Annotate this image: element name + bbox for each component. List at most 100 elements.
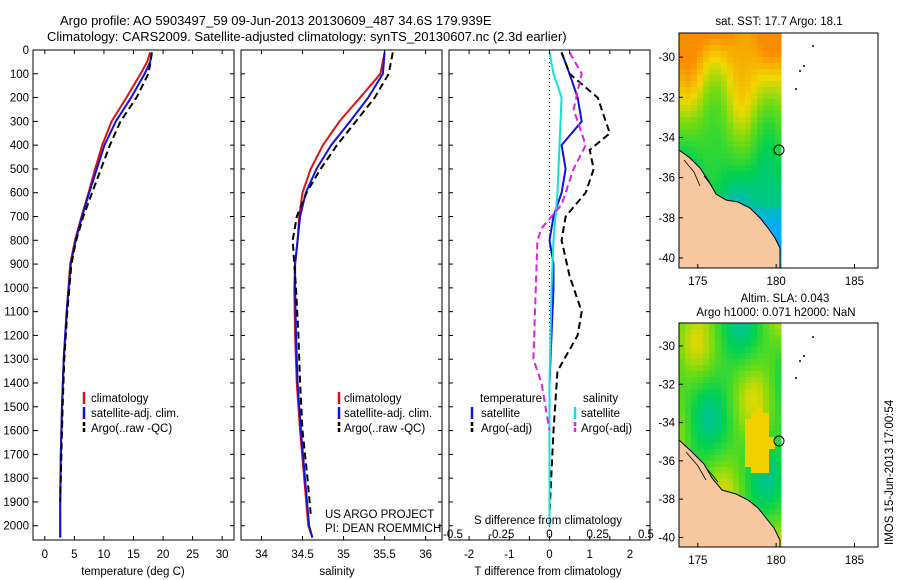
map-cell [763,365,770,372]
map-cell [769,177,776,184]
map-cell [751,129,758,136]
map-cell [739,425,746,432]
map-cell [691,419,698,426]
lat-tick-label: -32 [658,92,675,104]
map-cell [697,129,704,136]
map-cell [739,123,746,130]
map-cell [775,395,782,402]
map-cell [739,81,746,88]
map-cell [733,329,740,336]
map-cell [733,75,740,82]
map-cell [763,75,770,82]
map-cell [763,219,770,226]
map-cell [721,383,728,390]
map-cell [679,407,686,414]
map-cell [691,335,698,342]
map-cell [721,347,728,354]
depth-tick-label: 200 [10,93,29,105]
map-cell [727,75,734,82]
map-cell [691,377,698,384]
map-cell [703,389,710,396]
map-cell [721,105,728,112]
map-cell [697,159,704,166]
map-cell [733,159,740,166]
difference-xlabel: T difference from climatology [474,566,621,578]
map-cell [709,69,716,76]
map-cell [775,69,782,76]
map-cell [775,123,782,130]
x-tick-label: 30 [216,549,229,561]
map-cell [685,371,692,378]
map-cell [721,153,728,160]
map-cell [745,165,752,172]
map-cell [739,443,746,450]
map-cell [685,443,692,450]
map-cell [739,87,746,94]
depth-tick-label: 500 [10,164,29,176]
argo-float-marker [773,435,785,447]
map-cell [715,419,722,426]
map-cell [769,383,776,390]
map-cell [757,329,764,336]
map-cell [733,449,740,456]
map-cell [733,401,740,408]
map-cell [763,503,770,510]
map-cell [769,443,776,450]
map-cell [745,389,752,396]
map-cell [715,455,722,462]
map-cell [691,407,698,414]
map-cell [691,413,698,420]
map-cell [751,407,758,414]
map-cell [703,117,710,124]
x-tick-label: 36 [419,549,432,561]
map-cell [751,401,758,408]
sst-map [679,33,878,268]
map-cell [733,425,740,432]
map-cell [769,99,776,106]
map-cell [697,383,704,390]
map-cell [721,33,728,40]
map-cell [739,177,746,184]
map-cell [727,425,734,432]
map-cell [697,123,704,130]
map-cell [697,431,704,438]
legend-label-climatology: climatology [91,393,149,405]
map-cell [685,87,692,94]
map-cell [739,117,746,124]
map-cell [679,129,686,136]
map-cell [721,39,728,46]
map-cell [679,395,686,402]
map-cell [751,413,758,420]
map-cell [769,147,776,154]
sla-map-title: Altim. SLA: 0.043 [741,293,830,305]
map-cell [715,371,722,378]
series-line-satellite-adj-clim- [294,52,386,538]
map-cell [727,365,734,372]
map-cell [745,159,752,166]
map-cell [775,33,782,40]
map-cell [679,69,686,76]
map-cell [757,57,764,64]
map-cell [703,425,710,432]
map-cell [685,347,692,354]
map-cell [685,51,692,58]
map-cell [703,81,710,88]
map-cell [715,111,722,118]
map-cell [775,521,782,528]
depth-tick-label: 0 [23,45,29,57]
map-cell [727,335,734,342]
map-cell [739,455,746,462]
map-cell [685,419,692,426]
map-cell [697,135,704,142]
map-cell [757,93,764,100]
map-cell [709,75,716,82]
map-cell [763,443,770,450]
map-cell [769,449,776,456]
map-cell [775,141,782,148]
map-cell [727,123,734,130]
map-cell [739,51,746,58]
map-cell [715,479,722,486]
map-cell [733,177,740,184]
map-cell [715,99,722,106]
map-cell [727,479,734,486]
